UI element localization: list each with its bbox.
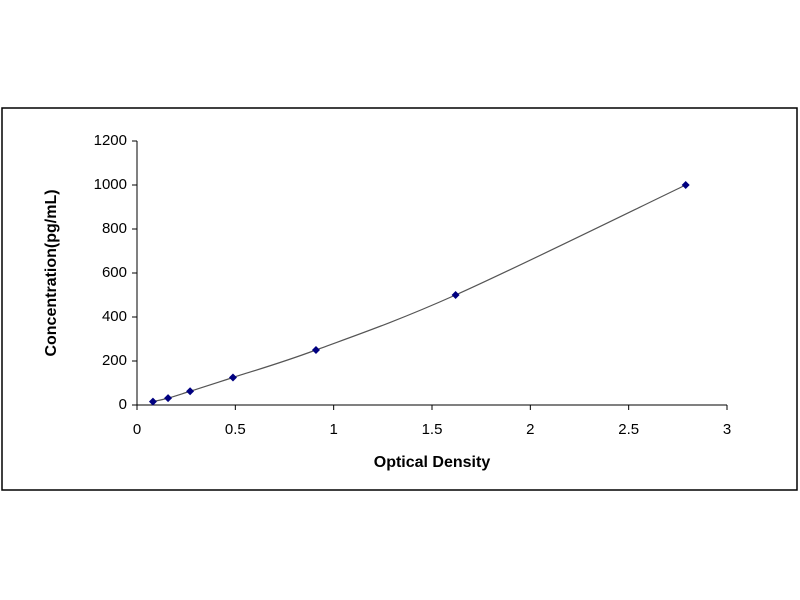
fit-curve: [152, 184, 686, 403]
chart-frame: [1, 107, 798, 491]
y-tick-label: 0: [119, 396, 127, 413]
x-tick-label: 0.5: [225, 421, 246, 438]
x-tick-label: 1.5: [422, 421, 443, 438]
x-tick-label: 1: [329, 421, 337, 438]
y-tick-label: 1200: [94, 132, 127, 149]
y-tick-label: 600: [102, 264, 127, 281]
point: [228, 373, 237, 382]
x-tick-label: 3: [723, 421, 731, 438]
point: [451, 291, 460, 299]
y-axis-title: Concentration(pg/mL): [43, 189, 60, 356]
x-tick-label: 2.5: [618, 421, 639, 438]
x-tick-label: 0: [133, 421, 141, 438]
x-axis-title: Optical Density: [374, 454, 491, 471]
x-tick-label: 2: [526, 421, 534, 438]
point: [186, 387, 195, 396]
point: [311, 346, 320, 354]
y-tick-label: 800: [102, 220, 127, 237]
y-tick-label: 1000: [94, 176, 127, 193]
y-tick-label: 200: [102, 352, 127, 369]
point: [681, 181, 690, 189]
y-tick-label: 400: [102, 308, 127, 325]
point: [164, 394, 173, 403]
point: [148, 397, 157, 406]
